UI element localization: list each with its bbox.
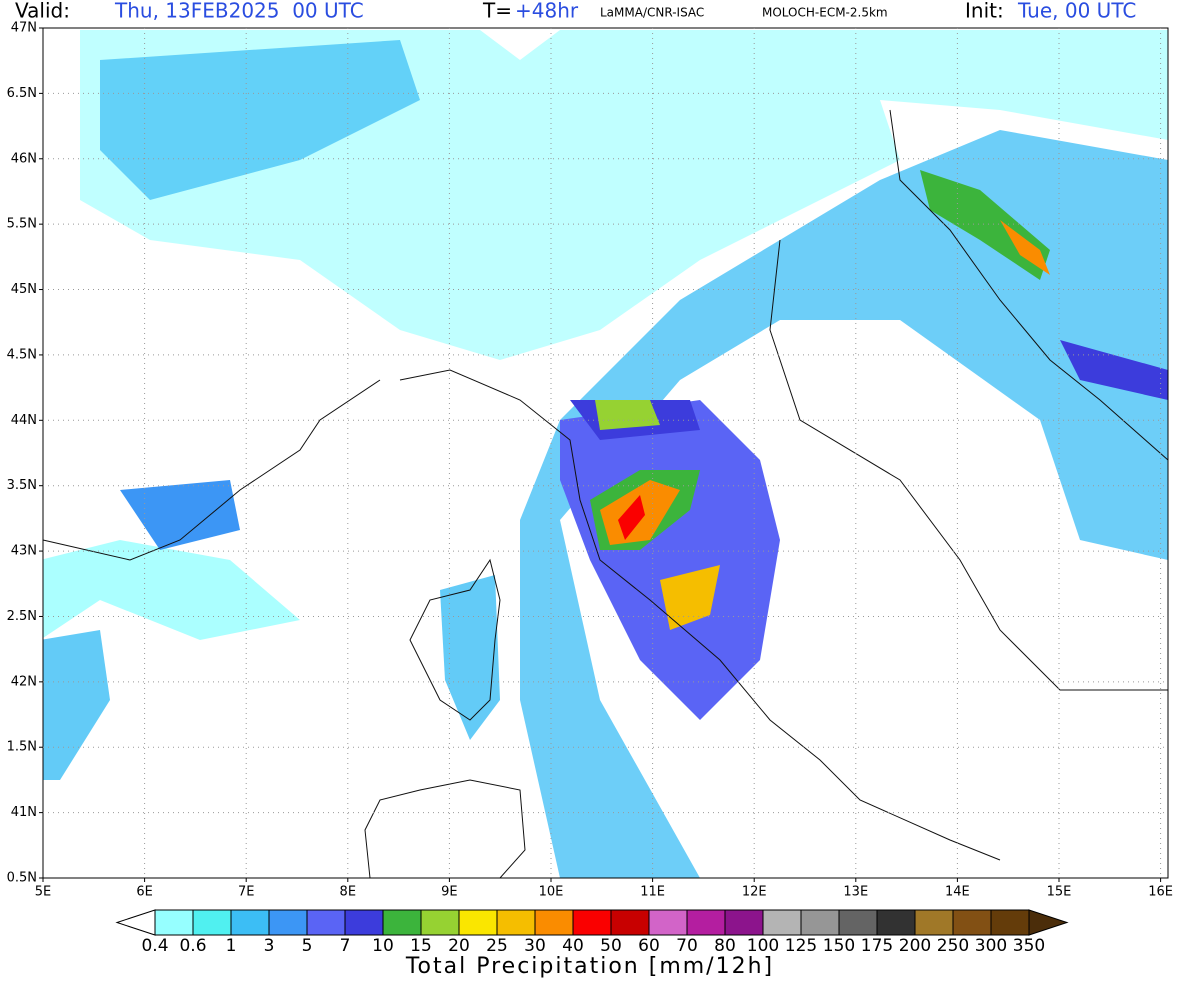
lon-label: 14E (945, 885, 970, 900)
colorbar-box (876, 909, 916, 936)
colorbar-box (990, 909, 1030, 936)
colorbar-label: 80 (714, 936, 736, 956)
lat-label: 1.5N (7, 740, 37, 755)
colorbar-label: 0.4 (141, 936, 168, 956)
colorbar-label: 20 (448, 936, 470, 956)
colorbar-box (762, 909, 802, 936)
colorbar-box (610, 909, 650, 936)
lat-label: 4.5N (7, 347, 37, 362)
colorbar-box (344, 909, 384, 936)
lon-label: 8E (340, 885, 357, 900)
colorbar-box (572, 909, 612, 936)
colorbar-label: 150 (823, 936, 855, 956)
lat-label: 43N (11, 544, 37, 559)
lon-label: 11E (640, 885, 665, 900)
map-frame (42, 27, 1169, 879)
colorbar-label: 250 (937, 936, 969, 956)
colorbar-label: 350 (1013, 936, 1045, 956)
coastlines (42, 109, 1169, 879)
colorbar-box (496, 909, 536, 936)
lat-label: 41N (11, 805, 37, 820)
precip-field (43, 30, 1168, 878)
valid-label: Valid: (15, 0, 70, 23)
lat-label: 2.5N (7, 609, 37, 624)
lon-label: 16E (1148, 885, 1173, 900)
lon-label: 9E (441, 885, 458, 900)
colorbar-label: 60 (638, 936, 660, 956)
colorbar-box (420, 909, 460, 936)
colorbar-label: 0.6 (179, 936, 206, 956)
lat-label: 42N (11, 674, 37, 689)
colorbar-label: 25 (486, 936, 508, 956)
colorbar-box (838, 909, 878, 936)
lat-label: 45N (11, 282, 37, 297)
colorbar-box (534, 909, 574, 936)
colorbar-box (268, 909, 308, 936)
colorbar-over (1028, 909, 1069, 936)
model: MOLOCH-ECM-2.5km (762, 6, 888, 20)
init-label: Init: (965, 0, 1004, 23)
colorbar-label: 15 (410, 936, 432, 956)
lead-label: T= (482, 0, 512, 23)
lon-label: 10E (539, 885, 564, 900)
lat-label: 47N (11, 21, 37, 36)
lead-time: +48hr (515, 0, 579, 23)
lon-label: 12E (742, 885, 767, 900)
lon-label: 6E (136, 885, 153, 900)
colorbar-label: 175 (861, 936, 893, 956)
lat-label: 46N (11, 151, 37, 166)
lon-label: 5E (35, 885, 52, 900)
colorbar-box (192, 909, 232, 936)
colorbar-label: 50 (600, 936, 622, 956)
colorbar-box (952, 909, 992, 936)
lon-label: 15E (1047, 885, 1072, 900)
colorbar-box (686, 909, 726, 936)
colorbar-label: 1 (226, 936, 237, 956)
colorbar-box (914, 909, 954, 936)
colorbar-title: Total Precipitation [mm/12h] (405, 954, 774, 979)
valid-time: Thu, 13FEB2025 00 UTC (114, 0, 364, 23)
colorbar-box (458, 909, 498, 936)
lat-label: 0.5N (7, 871, 37, 886)
colorbar-label: 300 (975, 936, 1007, 956)
colorbar-label: 70 (676, 936, 698, 956)
colorbar-label: 3 (264, 936, 275, 956)
colorbar-label: 7 (340, 936, 351, 956)
colorbar-box (724, 909, 764, 936)
colorbar-label: 40 (562, 936, 584, 956)
lat-label: 44N (11, 413, 37, 428)
colorbar-box (382, 909, 422, 936)
colorbar-label: 125 (785, 936, 817, 956)
lat-label: 3.5N (7, 478, 37, 493)
init-time: Tue, 00 UTC (1017, 0, 1136, 23)
colorbar-label: 30 (524, 936, 546, 956)
colorbar-box (230, 909, 270, 936)
colorbar-box (154, 909, 194, 936)
lat-label: 5.5N (7, 217, 37, 232)
colorbar-box (800, 909, 840, 936)
colorbar-label: 5 (302, 936, 313, 956)
colorbar-under (115, 909, 156, 936)
colorbar-box (648, 909, 688, 936)
lat-label: 6.5N (7, 86, 37, 101)
lon-label: 13E (843, 885, 868, 900)
colorbar-label: 200 (899, 936, 931, 956)
colorbar-box (306, 909, 346, 936)
colorbar-label: 100 (747, 936, 779, 956)
colorbar-label: 10 (372, 936, 394, 956)
lon-label: 7E (238, 885, 255, 900)
source: LaMMA/CNR-ISAC (600, 6, 704, 20)
